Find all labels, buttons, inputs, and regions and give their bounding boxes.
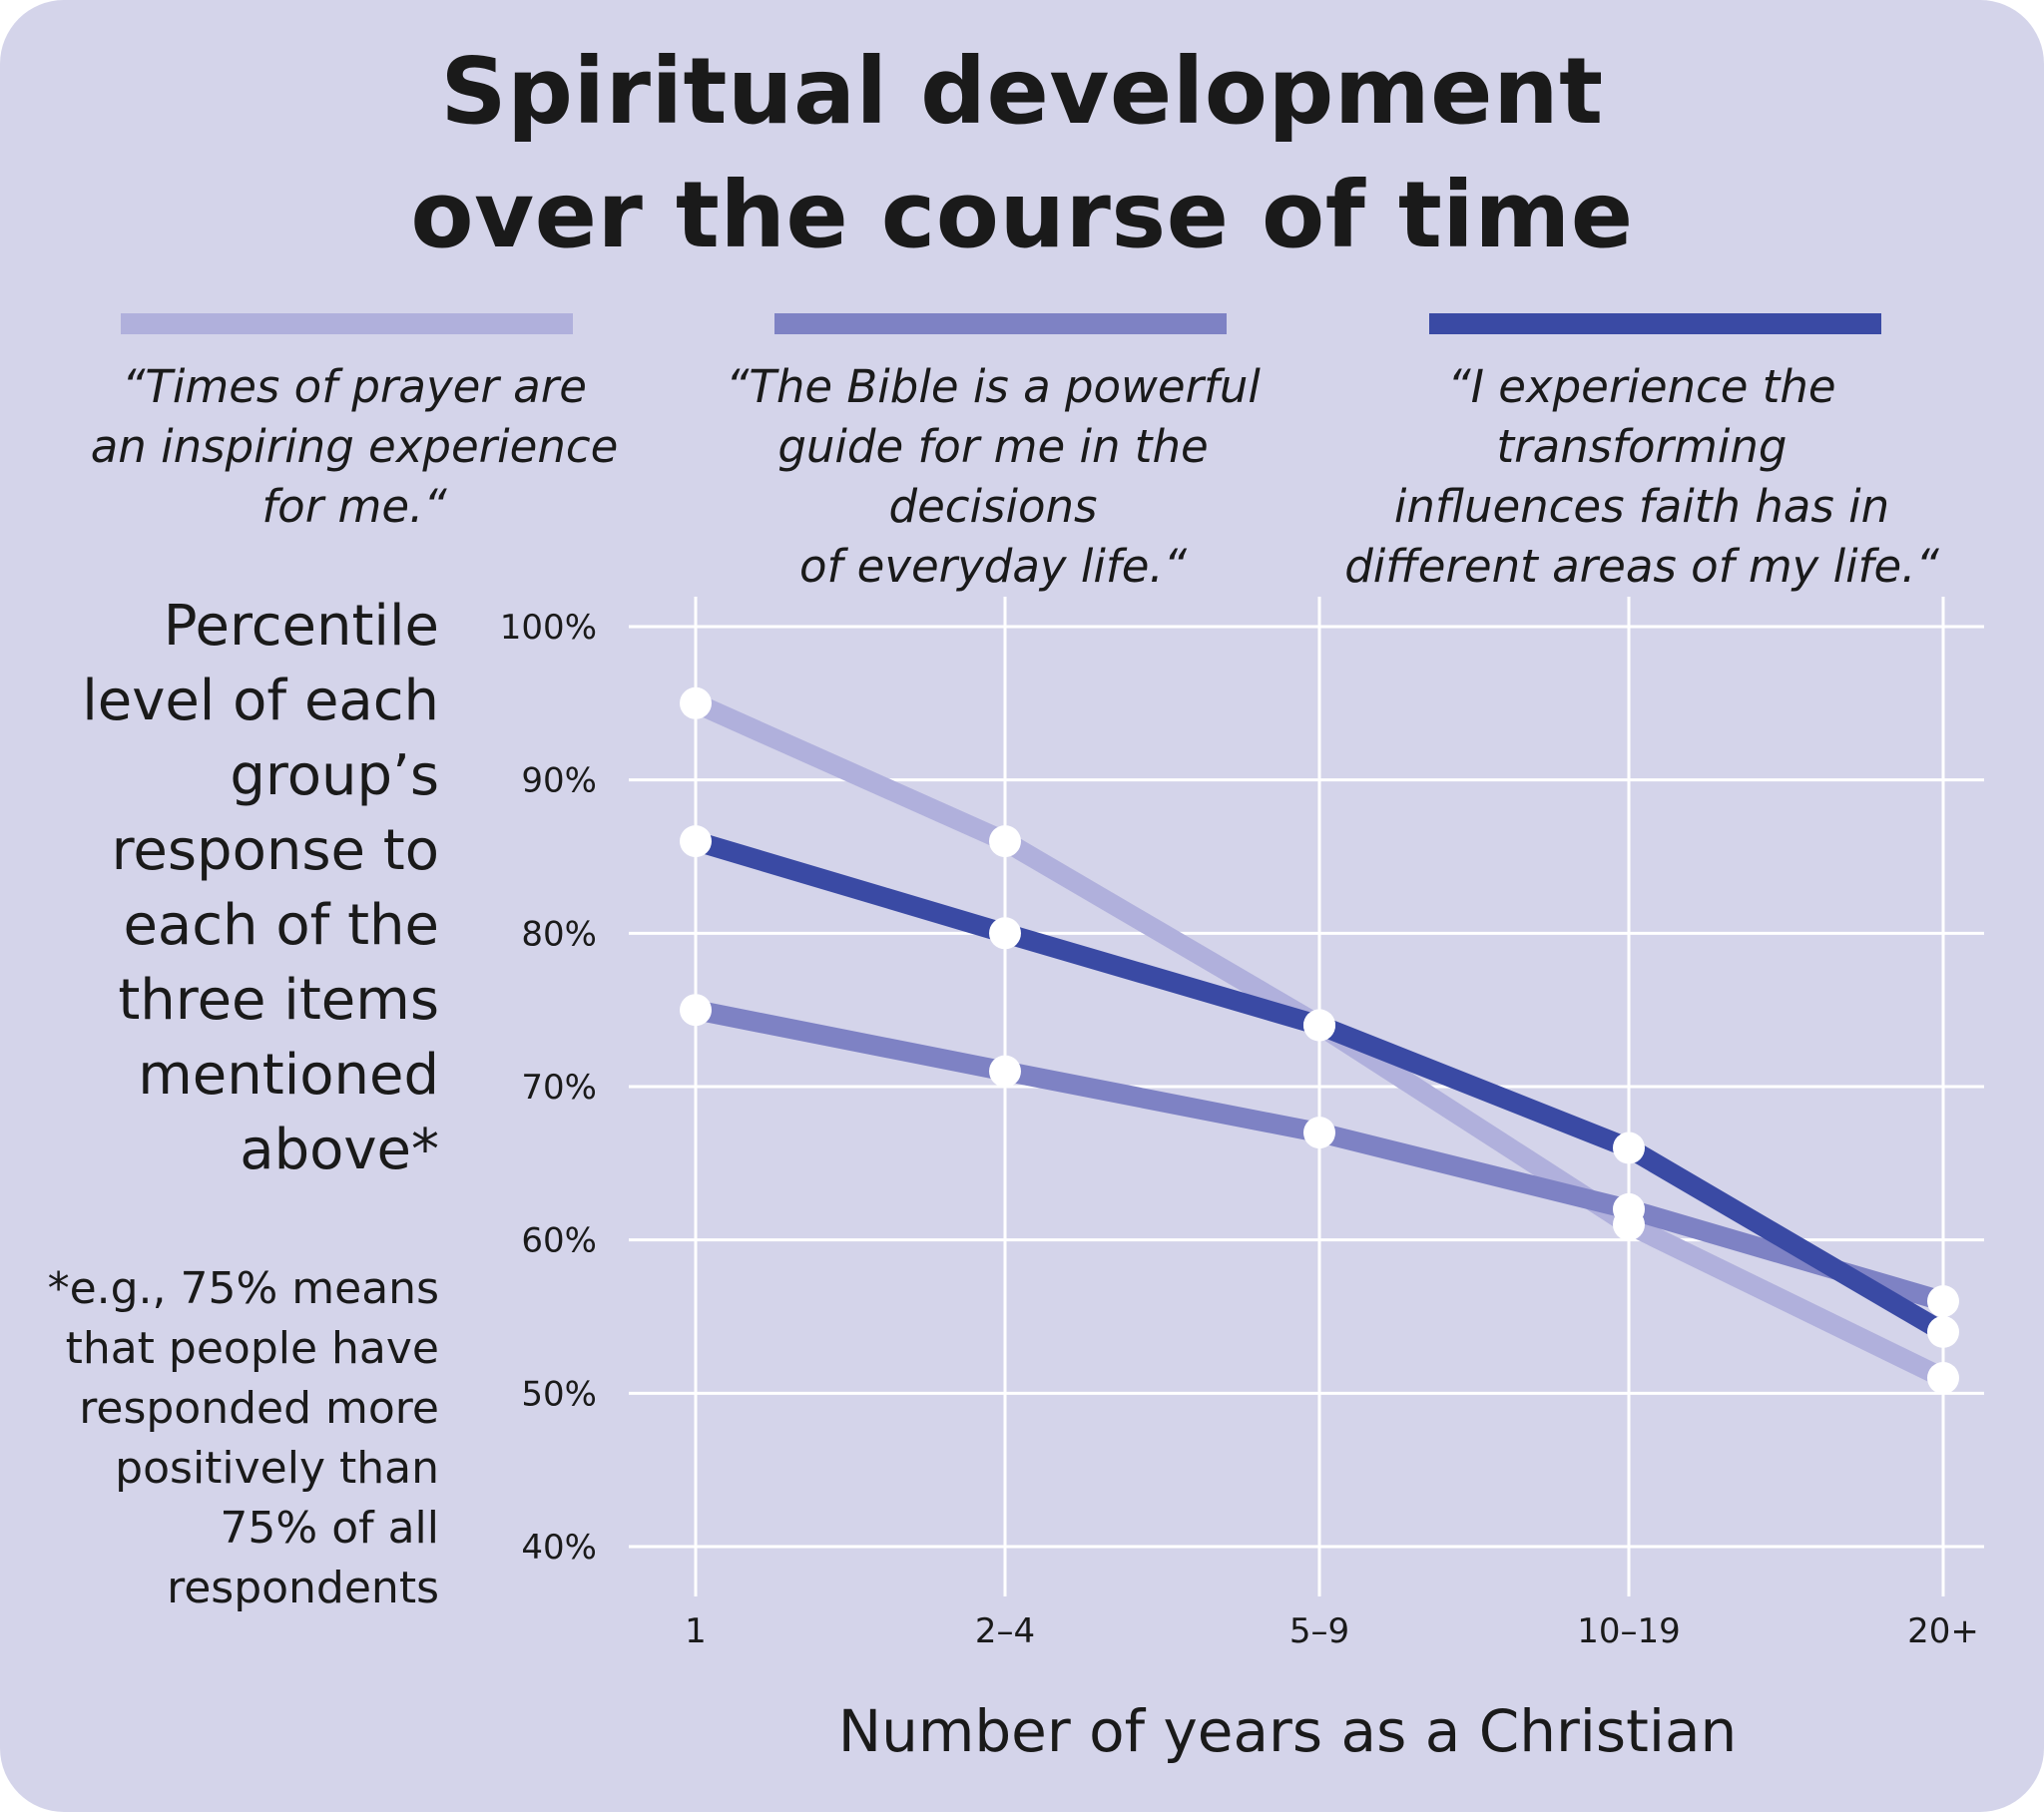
data-point-series-3 bbox=[1303, 1009, 1335, 1042]
data-point-series-1 bbox=[989, 825, 1021, 858]
data-point-series-1 bbox=[1927, 1362, 1959, 1394]
legend-quote-line: influences faith has in bbox=[1393, 480, 1890, 533]
footnote: *e.g., 75% means that people have respon… bbox=[10, 1259, 439, 1618]
x-axis-label: Number of years as a Christian bbox=[837, 1697, 1738, 1765]
y-tick-label: 80% bbox=[521, 914, 597, 954]
legend-quote-bible: “The Bible is a powerful guide for me in… bbox=[679, 357, 1307, 597]
legend-swatch-prayer bbox=[121, 313, 573, 334]
legend-quote-prayer: “Times of prayer are an inspiring experi… bbox=[40, 357, 669, 537]
legend-quote-line: an inspiring experience bbox=[90, 420, 619, 473]
legend-swatch-bible bbox=[774, 313, 1227, 334]
data-point-series-3 bbox=[1927, 1315, 1959, 1348]
y-axis-label-line: Percentile bbox=[163, 594, 439, 659]
chart-title-line-2: over the course of time bbox=[410, 162, 1634, 268]
legend-quote-line: different areas of my life.“ bbox=[1344, 540, 1939, 593]
legend-swatch-faith bbox=[1429, 313, 1881, 334]
data-point-series-2 bbox=[1927, 1285, 1959, 1318]
y-tick-label: 50% bbox=[521, 1374, 597, 1414]
data-point-series-2 bbox=[989, 1055, 1021, 1088]
x-tick-label: 2–4 bbox=[975, 1611, 1035, 1651]
y-tick-label: 40% bbox=[521, 1528, 597, 1568]
x-tick-label: 10–19 bbox=[1577, 1611, 1681, 1651]
y-axis-label-line: response to bbox=[111, 818, 439, 883]
y-tick-label: 70% bbox=[521, 1068, 597, 1108]
x-tick-label: 1 bbox=[685, 1611, 707, 1651]
legend-quote-line: “The Bible is a powerful bbox=[726, 360, 1261, 413]
data-point-series-3 bbox=[989, 917, 1021, 950]
footnote-line: *e.g., 75% means bbox=[47, 1263, 439, 1314]
data-point-series-3 bbox=[680, 825, 712, 858]
data-point-series-3 bbox=[1613, 1132, 1645, 1164]
legend-quote-line: of everyday life.“ bbox=[798, 540, 1188, 593]
y-tick-label: 90% bbox=[521, 761, 597, 801]
legend-quote-line: “I experience the transforming bbox=[1447, 360, 1836, 473]
data-point-series-2 bbox=[680, 994, 712, 1027]
y-tick-label: 60% bbox=[521, 1221, 597, 1261]
y-tick-label: 100% bbox=[500, 608, 597, 648]
footnote-line: 75% of all bbox=[220, 1503, 439, 1554]
legend-quote-faith: “I experience the transforming influence… bbox=[1327, 357, 1956, 597]
y-axis-label-line: group’s bbox=[230, 743, 439, 808]
chart-title: Spiritual development over the course of… bbox=[0, 30, 2044, 277]
y-axis-label-line: mentioned bbox=[138, 1043, 439, 1108]
data-point-series-2 bbox=[1303, 1117, 1335, 1149]
legend-quote-line: “Times of prayer are bbox=[122, 360, 587, 413]
y-axis-label-line: level of each bbox=[82, 669, 439, 733]
data-point-series-1 bbox=[680, 686, 712, 719]
y-axis-label-line: each of the bbox=[123, 893, 439, 958]
footnote-line: positively than bbox=[115, 1443, 439, 1494]
data-point-series-2 bbox=[1613, 1192, 1645, 1225]
footnote-line: respondents bbox=[167, 1563, 439, 1613]
y-axis-label-line: three items bbox=[118, 968, 439, 1033]
legend-quote-line: for me.“ bbox=[261, 480, 447, 533]
y-axis-label-line: above* bbox=[240, 1118, 439, 1182]
x-tick-label: 20+ bbox=[1907, 1611, 1979, 1651]
footnote-line: that people have bbox=[65, 1323, 439, 1374]
chart-title-line-1: Spiritual development bbox=[440, 38, 1604, 145]
footnote-line: responded more bbox=[79, 1383, 439, 1434]
legend-quote-line: guide for me in the decisions bbox=[777, 420, 1209, 533]
x-tick-label: 5–9 bbox=[1289, 1611, 1349, 1651]
y-axis-label: Percentile level of each group’s respons… bbox=[20, 589, 439, 1187]
